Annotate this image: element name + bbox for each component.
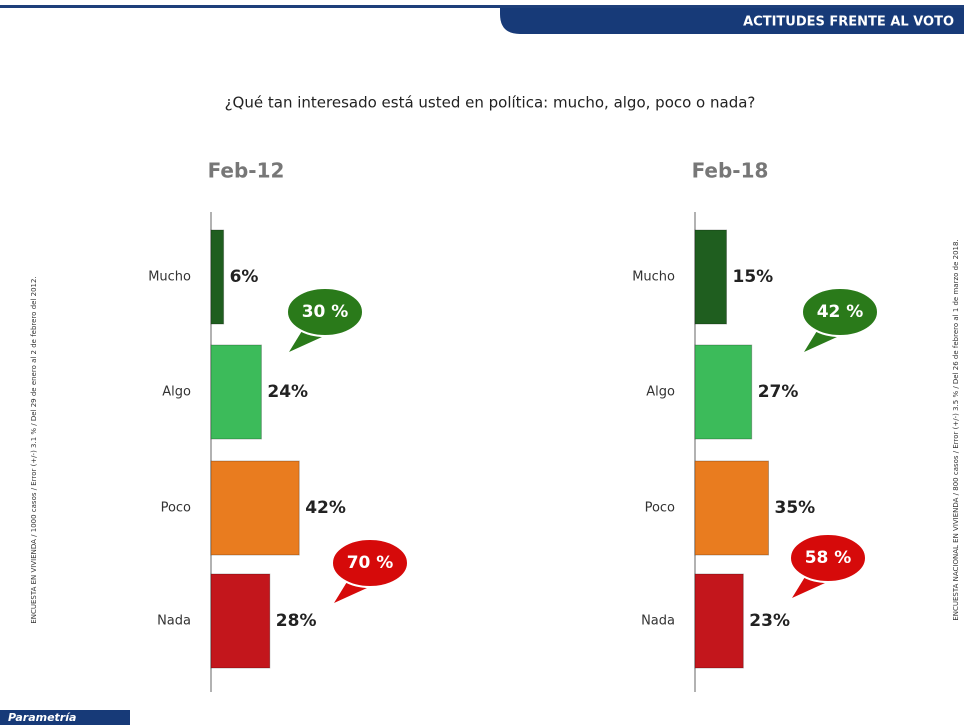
bubble [286,287,364,337]
bar [210,229,225,325]
category-label: Poco [645,501,675,516]
value-label: 27% [758,382,799,402]
category-label: Nada [641,614,675,629]
value-label: 35% [775,498,816,518]
bar [210,573,271,669]
chart-title: Feb-12 [208,159,285,183]
bubble [789,533,867,583]
category-label: Nada [157,614,191,629]
bar [694,229,727,325]
footer-band [0,710,130,725]
value-label: 6% [230,267,259,287]
category-label: Algo [162,385,191,400]
category-label: Poco [161,501,191,516]
side-note: ENCUESTA EN VIVIENDA / 1000 casos / Erro… [30,276,38,623]
bubble [331,538,409,588]
bubble-label: 42 % [817,302,864,322]
header: ACTITUDES FRENTE AL VOTO [743,15,954,30]
value-label: 15% [733,267,774,287]
category-label: Mucho [632,270,675,285]
header-band [500,8,964,34]
value-label: 23% [749,611,790,631]
value-label: 28% [276,611,317,631]
side-note: ENCUESTA NACIONAL EN VIVIENDA / 800 caso… [952,239,960,620]
bar [210,460,300,556]
category-label: Algo [646,385,675,400]
footer: Parametría [8,711,76,724]
bar [694,573,744,669]
value-label: 24% [267,382,308,402]
bar [694,344,753,440]
bubble-label: 58 % [805,548,852,568]
chart-title: Feb-18 [692,159,769,183]
bar [694,460,769,556]
bar [210,344,262,440]
value-label: 42% [305,498,346,518]
category-label: Mucho [148,270,191,285]
bubble-label: 30 % [302,302,349,322]
question: ¿Qué tan interesado está usted en políti… [225,94,756,112]
bubble [801,287,879,337]
top-line [0,5,964,8]
bubble-label: 70 % [347,553,394,573]
